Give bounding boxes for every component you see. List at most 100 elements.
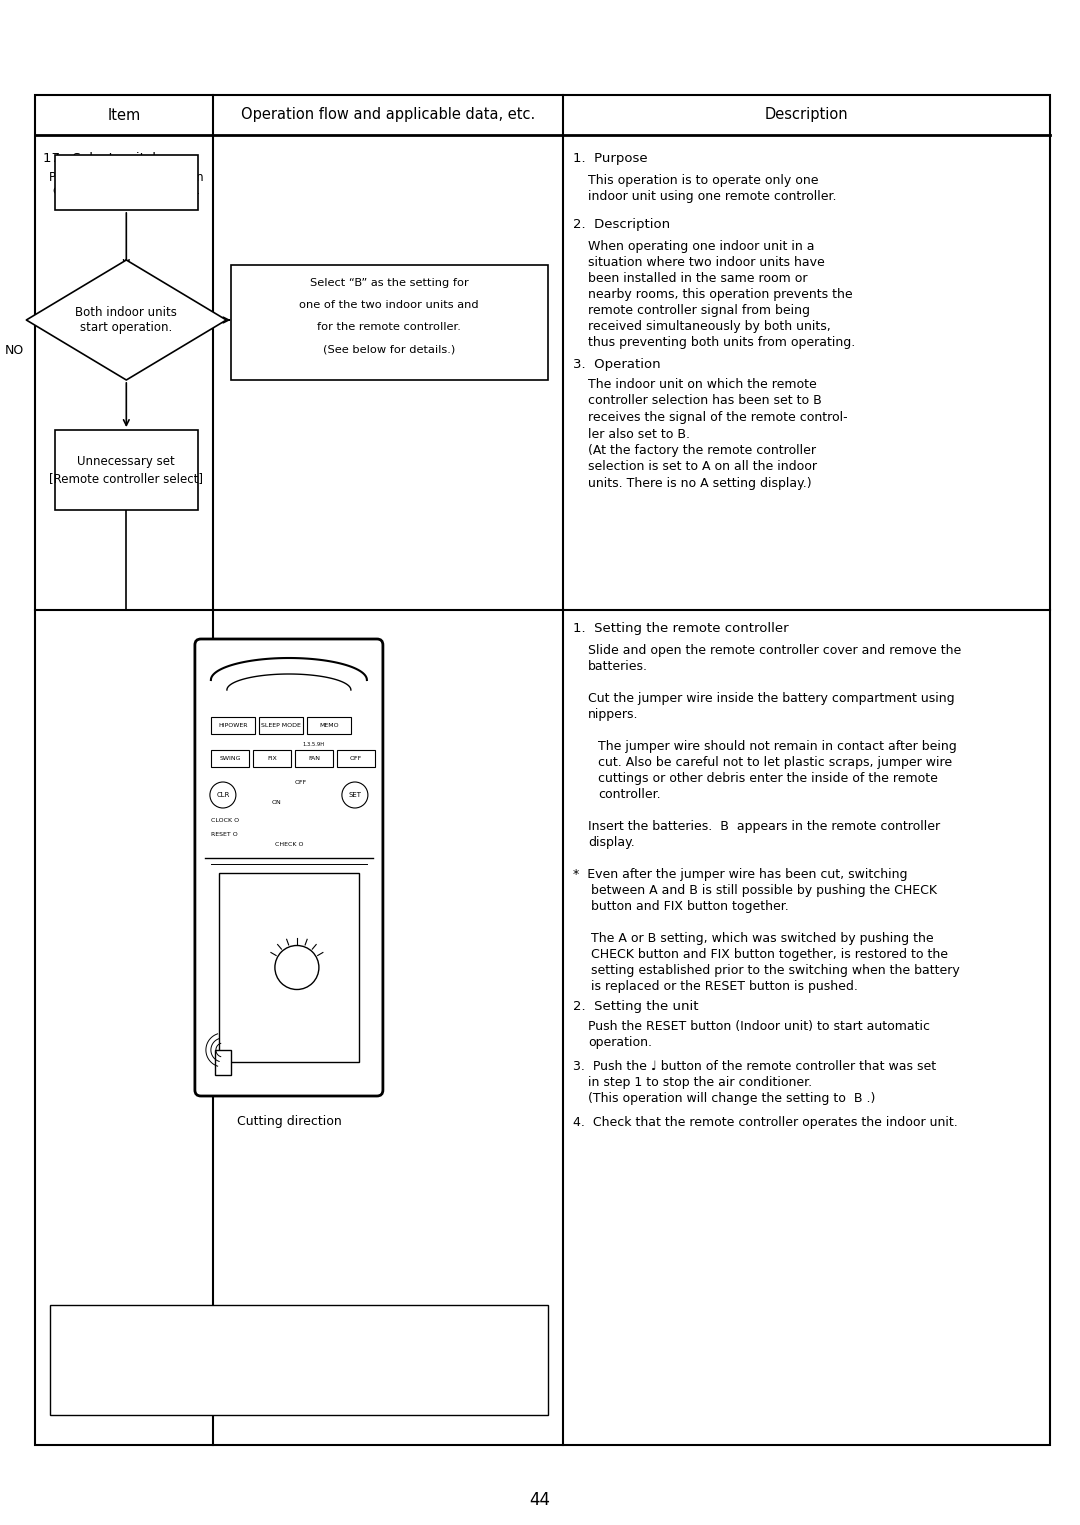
Text: 44: 44 bbox=[529, 1491, 551, 1510]
Text: The jumper wire should not remain in contact after being: The jumper wire should not remain in con… bbox=[598, 740, 957, 753]
Text: 2.  Setting the unit: 2. Setting the unit bbox=[572, 1000, 699, 1013]
Text: Push the RESET button (Indoor unit) to start automatic: Push the RESET button (Indoor unit) to s… bbox=[588, 1020, 930, 1032]
Text: the remote controller's signals.): the remote controller's signals.) bbox=[201, 1388, 396, 1401]
Bar bbox=[337, 750, 375, 767]
Text: ler also set to B.: ler also set to B. bbox=[588, 427, 690, 441]
Text: 1.3.5.9H: 1.3.5.9H bbox=[302, 743, 325, 747]
Text: (See below for details.): (See below for details.) bbox=[323, 345, 456, 354]
Bar bbox=[211, 750, 248, 767]
Text: FAN: FAN bbox=[308, 756, 320, 761]
Text: 1.  Setting the remote controller: 1. Setting the remote controller bbox=[572, 622, 788, 634]
Text: (This operation will change the setting to  B .): (This operation will change the setting … bbox=[588, 1092, 875, 1106]
Text: one of the two indoor units and: one of the two indoor units and bbox=[299, 300, 480, 310]
Text: operation.: operation. bbox=[588, 1035, 652, 1049]
Circle shape bbox=[210, 782, 235, 808]
Text: YES: YES bbox=[231, 299, 255, 313]
Text: nippers.: nippers. bbox=[588, 708, 638, 721]
Text: selection is set to A on all the indoor: selection is set to A on all the indoor bbox=[588, 461, 816, 473]
Text: remote controller signal from being: remote controller signal from being bbox=[588, 303, 810, 317]
Text: When switching between settings “A” and: When switching between settings “A” and bbox=[171, 1321, 427, 1333]
Text: units. There is no A setting display.): units. There is no A setting display.) bbox=[588, 477, 811, 490]
Text: *  Even after the jumper wire has been cut, switching: * Even after the jumper wire has been cu… bbox=[572, 868, 907, 881]
Text: 2.  Description: 2. Description bbox=[572, 218, 670, 230]
FancyBboxPatch shape bbox=[194, 639, 383, 1096]
Bar bbox=[253, 750, 291, 767]
Text: SET: SET bbox=[349, 791, 362, 798]
Text: Both indoor units: Both indoor units bbox=[76, 305, 177, 319]
Bar bbox=[215, 1051, 231, 1075]
Text: OFF: OFF bbox=[350, 756, 362, 761]
Text: When operating one indoor unit in a: When operating one indoor unit in a bbox=[588, 239, 814, 253]
Text: SWING: SWING bbox=[219, 756, 241, 761]
Text: been installed in the same room or: been installed in the same room or bbox=[588, 271, 808, 285]
Bar bbox=[231, 265, 548, 380]
Text: The A or B setting, which was switched by pushing the: The A or B setting, which was switched b… bbox=[591, 932, 933, 946]
Text: (At the factory the remote controller: (At the factory the remote controller bbox=[588, 444, 815, 458]
Text: remote controller: remote controller bbox=[57, 169, 173, 183]
Text: nearby rooms, this operation prevents the: nearby rooms, this operation prevents th… bbox=[588, 288, 852, 300]
Text: controller selection has been set to B: controller selection has been set to B bbox=[588, 395, 822, 407]
Text: 3.  Push the ♩ button of the remote controller that was set: 3. Push the ♩ button of the remote contr… bbox=[572, 1060, 936, 1074]
Text: Slide and open the remote controller cover and remove the: Slide and open the remote controller cov… bbox=[588, 644, 961, 657]
Text: Operation flow and applicable data, etc.: Operation flow and applicable data, etc. bbox=[241, 107, 535, 122]
Text: between A and B is still possible by pushing the CHECK: between A and B is still possible by pus… bbox=[591, 884, 936, 897]
Bar bbox=[55, 156, 198, 210]
Text: batteries.: batteries. bbox=[588, 660, 648, 673]
Text: CLOCK O: CLOCK O bbox=[211, 819, 239, 824]
Text: 1.  Purpose: 1. Purpose bbox=[572, 152, 647, 165]
Bar bbox=[259, 717, 302, 734]
Text: CHECK button and FIX button together, is restored to the: CHECK button and FIX button together, is… bbox=[591, 949, 948, 961]
Text: thus preventing both units from operating.: thus preventing both units from operatin… bbox=[588, 336, 855, 349]
Text: Jumper wire: Jumper wire bbox=[232, 941, 308, 955]
Text: Push the operation button: Push the operation button bbox=[49, 171, 204, 185]
Bar bbox=[307, 717, 351, 734]
Text: Select “B” as the setting for: Select “B” as the setting for bbox=[310, 278, 469, 288]
Text: 3.  Operation: 3. Operation bbox=[572, 358, 661, 371]
Text: FIX: FIX bbox=[267, 756, 276, 761]
Bar bbox=[219, 872, 359, 1061]
Text: Cutting direction: Cutting direction bbox=[237, 1115, 341, 1128]
Text: setting established prior to the switching when the battery: setting established prior to the switchi… bbox=[591, 964, 959, 978]
Text: (Otherwise, the indoor unit will not accept: (Otherwise, the indoor unit will not acc… bbox=[170, 1371, 428, 1385]
Text: is replaced or the RESET button is pushed.: is replaced or the RESET button is pushe… bbox=[591, 981, 858, 993]
Text: for the remote controller.: for the remote controller. bbox=[318, 322, 461, 332]
Text: “B”, always switch the indoor unit board: “B”, always switch the indoor unit board bbox=[175, 1337, 422, 1350]
Text: CHECK O: CHECK O bbox=[274, 842, 303, 848]
Bar bbox=[295, 750, 333, 767]
Text: on the remote controller.: on the remote controller. bbox=[53, 185, 200, 197]
Text: Description: Description bbox=[765, 107, 848, 122]
Text: SLEEP MODE: SLEEP MODE bbox=[261, 723, 301, 727]
Text: display.: display. bbox=[588, 836, 635, 849]
Text: button and FIX button together.: button and FIX button together. bbox=[591, 900, 788, 913]
Text: This operation is to operate only one: This operation is to operate only one bbox=[588, 174, 819, 188]
Text: in step 1 to stop the air conditioner.: in step 1 to stop the air conditioner. bbox=[588, 1077, 812, 1089]
Text: 17.  Select switch on: 17. Select switch on bbox=[43, 152, 181, 165]
Text: HIPOWER: HIPOWER bbox=[218, 723, 247, 727]
Bar bbox=[35, 95, 1050, 1446]
Text: Item: Item bbox=[107, 107, 140, 122]
Text: controller.: controller. bbox=[598, 788, 661, 801]
Polygon shape bbox=[26, 259, 227, 380]
Bar bbox=[50, 1305, 548, 1415]
Text: cuttings or other debris enter the inside of the remote: cuttings or other debris enter the insid… bbox=[598, 772, 937, 785]
Text: CLR: CLR bbox=[216, 791, 230, 798]
Text: and the remote controller as a pair.: and the remote controller as a pair. bbox=[190, 1354, 407, 1366]
Text: OFF: OFF bbox=[295, 781, 307, 785]
Circle shape bbox=[342, 782, 368, 808]
Text: Insert the batteries.  B  appears in the remote controller: Insert the batteries. B appears in the r… bbox=[588, 820, 940, 833]
Text: received simultaneously by both units,: received simultaneously by both units, bbox=[588, 320, 831, 332]
Circle shape bbox=[275, 946, 319, 990]
Text: indoor unit using one remote controller.: indoor unit using one remote controller. bbox=[588, 191, 836, 203]
Text: NO: NO bbox=[5, 343, 25, 357]
Text: [Remote controller select]: [Remote controller select] bbox=[50, 473, 203, 485]
Text: receives the signal of the remote control-: receives the signal of the remote contro… bbox=[588, 412, 848, 424]
Text: ON: ON bbox=[272, 801, 282, 805]
Bar bbox=[211, 717, 255, 734]
Text: cut. Also be careful not to let plastic scraps, jumper wire: cut. Also be careful not to let plastic … bbox=[598, 756, 951, 769]
Text: Unnecessary set: Unnecessary set bbox=[78, 456, 175, 468]
Text: start operation.: start operation. bbox=[80, 322, 173, 334]
Text: Cut the jumper wire inside the battery compartment using: Cut the jumper wire inside the battery c… bbox=[588, 692, 955, 705]
Text: situation where two indoor units have: situation where two indoor units have bbox=[588, 256, 824, 268]
Text: MEMO: MEMO bbox=[319, 723, 339, 727]
Bar bbox=[55, 430, 198, 509]
